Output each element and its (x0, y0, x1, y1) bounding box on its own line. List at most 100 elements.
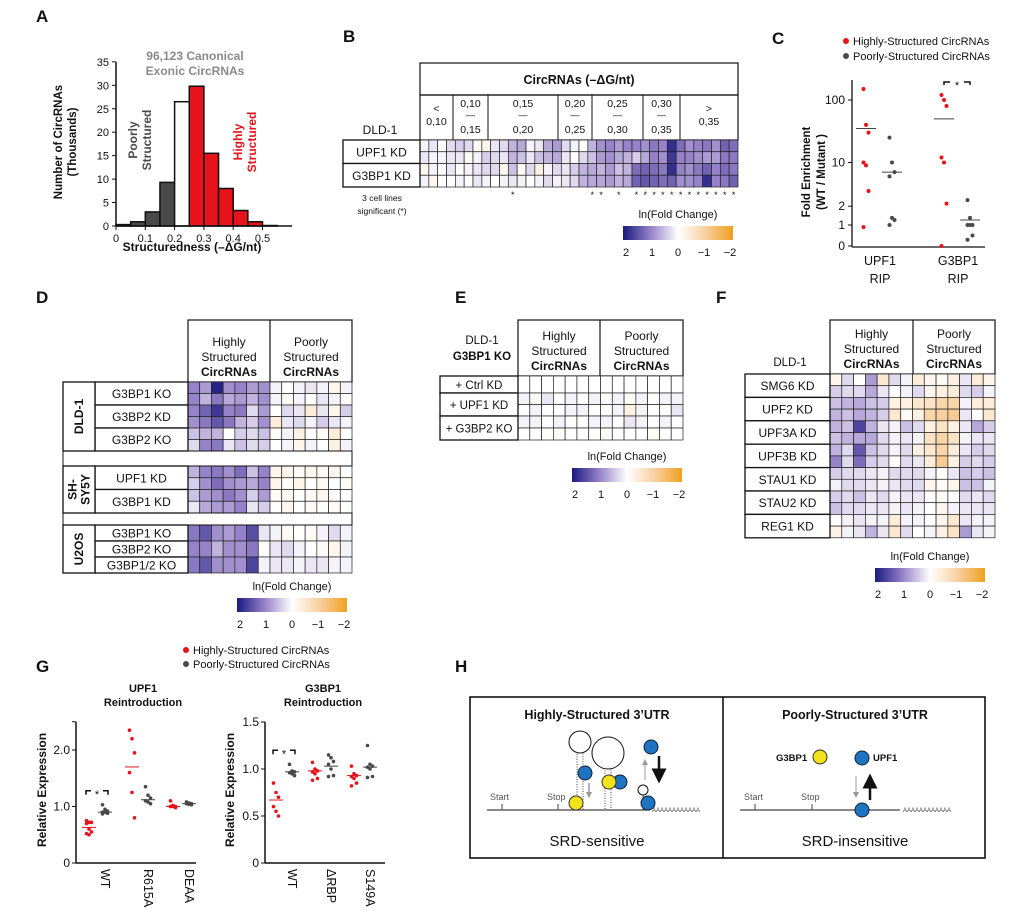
heatmap-cell (982, 455, 996, 468)
heatmap-cell (900, 385, 913, 398)
heatmap-cell (234, 500, 247, 514)
heatmap-cell (472, 163, 483, 176)
heatmap-cell (234, 477, 247, 490)
heatmap-cell (328, 540, 341, 558)
footnote: significant (*) (357, 206, 406, 216)
y-tick-label: 5 (103, 198, 109, 210)
heatmap-cell (947, 467, 960, 480)
heatmap-cell (316, 439, 329, 452)
heatmap-cell (269, 439, 283, 452)
data-point-highly (310, 778, 315, 783)
data-point-poorly (143, 784, 148, 789)
row-label: G3BP1/2 KO (107, 559, 176, 573)
heatmap-cell (900, 478, 913, 492)
y-tick-label: 0 (838, 239, 845, 253)
data-point-poorly (887, 223, 892, 227)
heatmap-cell (560, 174, 571, 188)
heatmap-cell (543, 163, 553, 176)
heatmap-cell (234, 393, 247, 406)
heatmap-cell (876, 385, 890, 398)
heatmap-cell (529, 404, 542, 417)
heatmap-cell (666, 174, 677, 188)
histogram-bar (144, 211, 161, 227)
heatmap-cell (543, 174, 553, 188)
heatmap-cell (622, 139, 633, 153)
heatmap-cell (719, 151, 730, 164)
heatmap-cell (293, 500, 306, 514)
chart-title: UPF1 (129, 683, 157, 695)
heatmap-cell (935, 455, 949, 468)
data-point-poorly (326, 774, 331, 779)
heatmap-cell (516, 174, 527, 188)
heatmap-cell (684, 151, 695, 164)
heatmap-cell (222, 540, 236, 558)
heatmap-cell (316, 540, 329, 558)
heatmap-cell (635, 427, 648, 441)
cell-line-label: DLD-1 (773, 357, 806, 369)
significance-star: * (590, 190, 594, 200)
heatmap-cell (446, 139, 456, 153)
bin-label: 0,30 (651, 98, 672, 110)
data-point-poorly (968, 223, 972, 227)
color-scale-tick: 2 (623, 247, 629, 259)
data-point-highly (310, 760, 315, 765)
heatmap-cell (865, 408, 878, 422)
legend-dot-highly (183, 647, 189, 653)
heatmap-cell (982, 420, 996, 433)
heatmap-cell (853, 408, 866, 422)
heatmap-cell (578, 174, 589, 188)
heatmap-cell (541, 392, 554, 405)
histogram-bar (173, 100, 191, 227)
heatmap-cell (234, 556, 247, 574)
heatmap-cell (587, 139, 598, 153)
heatmap-cell (463, 174, 474, 188)
heatmap-cell (971, 432, 984, 445)
heatmap-cell (269, 500, 283, 514)
heatmap-cell (829, 490, 843, 504)
heatmap-cell (935, 502, 949, 515)
heatmap-cell (693, 163, 704, 176)
heatmap-cell (507, 174, 518, 188)
highly-annotation: Structured (245, 112, 259, 173)
heatmap-cell (304, 416, 318, 429)
row-label: G3BP1 KO (112, 387, 171, 401)
heatmap-cell (187, 465, 201, 479)
legend-label-highly: Highly-Structured CircRNAs (193, 645, 330, 657)
heatmap-cell (339, 404, 353, 417)
data-point-poorly (965, 237, 970, 242)
heatmap-cell (888, 420, 902, 433)
heatmap-cell (876, 478, 890, 492)
column-header-highly: CircRNAs (843, 357, 899, 371)
color-scale-tick: 1 (901, 589, 907, 601)
bin-label: — (613, 110, 622, 120)
heatmap-cell (552, 163, 562, 176)
heatmap-cell (316, 393, 329, 406)
heatmap-cell (257, 416, 271, 429)
heatmap-cell (507, 163, 518, 176)
heatmap-cell (257, 439, 271, 452)
heatmap-cell (552, 174, 562, 188)
data-point-highly (939, 155, 944, 160)
y-tick-label: 0 (63, 856, 70, 870)
heatmap-cell (728, 163, 739, 176)
heatmap-cell (281, 489, 294, 502)
heatmap-cell (328, 500, 341, 514)
heatmap-cell (222, 439, 236, 452)
heatmap-cell (328, 439, 341, 452)
y-axis-label: (Thousands) (67, 107, 79, 176)
heatmap-cell (525, 139, 536, 153)
heatmap-cell (853, 455, 866, 468)
upf1-protein-icon (640, 795, 656, 811)
data-point-poorly (329, 767, 333, 771)
heatmap-cell (853, 525, 866, 539)
heatmap-cell (281, 393, 294, 406)
row-label: UPF1 KD (116, 471, 167, 485)
color-scale-tick: 2 (572, 489, 578, 501)
poorly-annotation: Poorly (126, 121, 140, 159)
bin-label: 0,25 (565, 124, 586, 136)
heatmap-cell (281, 416, 294, 429)
heatmap-cell (199, 489, 212, 502)
histogram-bar (232, 209, 249, 227)
heatmap-cell (611, 427, 625, 441)
heatmap-cell (293, 439, 306, 452)
